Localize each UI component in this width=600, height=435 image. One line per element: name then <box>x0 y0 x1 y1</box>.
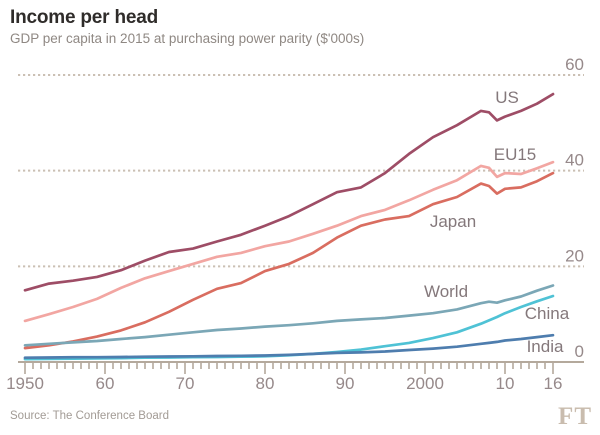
series-line-world <box>23 284 555 347</box>
y-axis-label-20: 20 <box>565 246 584 265</box>
source-text: Source: The Conference Board <box>10 410 169 422</box>
series-label-eu15: EU15 <box>494 145 537 164</box>
series-line-eu15 <box>23 160 555 323</box>
series-label-us: US <box>495 88 519 107</box>
series-line-india <box>23 333 555 360</box>
x-axis-label-16: 16 <box>544 374 563 393</box>
series-line-japan <box>23 171 555 350</box>
series-label-china: China <box>525 304 570 323</box>
x-axis-label-70: 70 <box>176 374 195 393</box>
chart-title: Income per head <box>10 7 158 28</box>
series-line-us <box>23 92 555 292</box>
y-axis-label-60: 60 <box>565 55 584 74</box>
chart-subtitle: GDP per capita in 2015 at purchasing pow… <box>10 31 365 46</box>
x-axis-label-2000: 2000 <box>406 374 444 393</box>
series-label-india: India <box>527 337 564 356</box>
x-axis-label-80: 80 <box>256 374 275 393</box>
series-label-japan: Japan <box>430 212 476 231</box>
ft-logo: FT <box>558 403 592 430</box>
x-axis-label-10: 10 <box>496 374 515 393</box>
x-axis-label-1950: 1950 <box>6 374 44 393</box>
x-axis-label-60: 60 <box>96 374 115 393</box>
y-axis-label-0: 0 <box>575 342 584 361</box>
series-label-world: World <box>424 282 468 301</box>
y-axis-label-40: 40 <box>565 151 584 170</box>
x-axis-label-90: 90 <box>336 374 355 393</box>
